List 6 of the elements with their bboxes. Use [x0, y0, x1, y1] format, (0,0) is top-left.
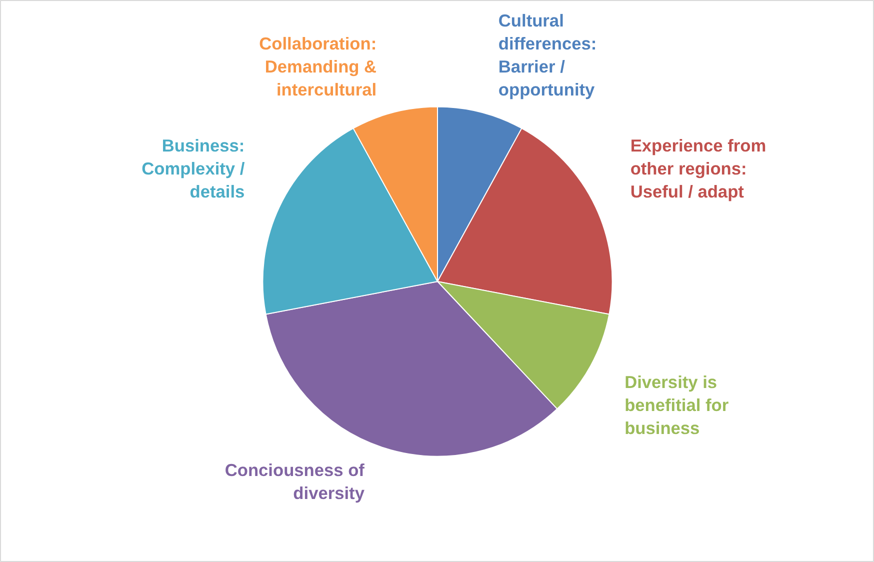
slice-label: Collaboration: Demanding & intercultural: [259, 33, 377, 100]
slice-label: Diversity is benefitial for business: [624, 372, 729, 438]
slice-label: Experience from other regions: Useful / adapt: [630, 135, 766, 202]
slice-label: Conciousness of diversity: [224, 460, 365, 504]
slice-label: Cultural differences: Barrier / opportunity: [498, 10, 597, 100]
slice-label: Business: Complexity / details: [142, 135, 245, 202]
